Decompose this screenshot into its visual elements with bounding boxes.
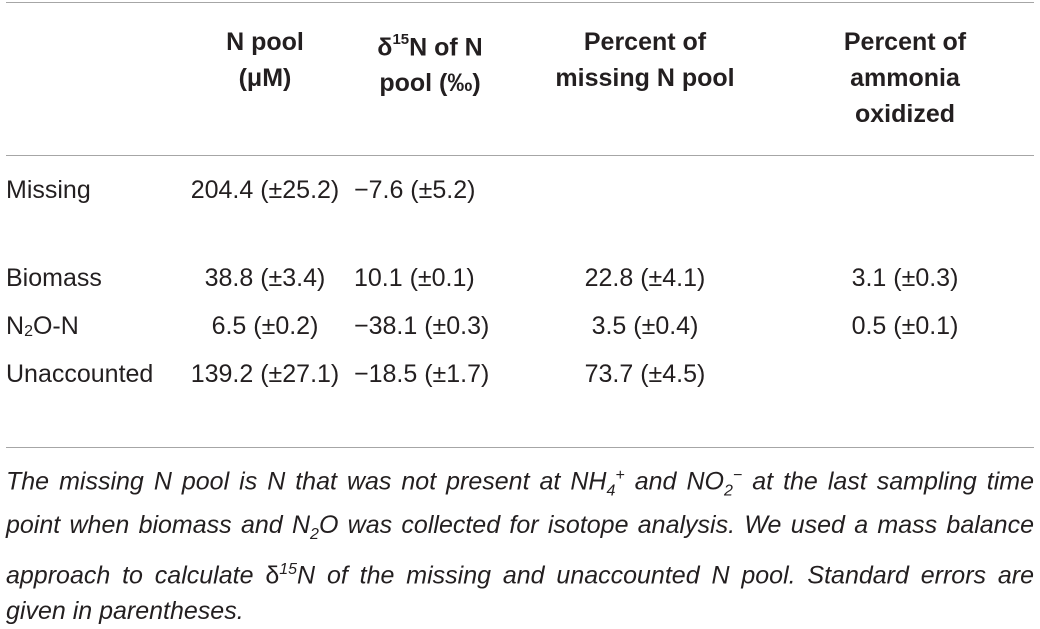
header-delta-sup: 15 [392,31,410,48]
header-n-pool-line1: N pool [226,28,304,56]
cell-unaccounted-n-pool: 139.2 (±27.1) [190,360,340,388]
cell-missing-n-pool: 204.4 (±25.2) [190,176,340,204]
header-percent-missing: Percent of missing N pool [520,24,770,96]
header-delta-line2: pool (‰) [379,69,481,98]
footnote-text-1: The missing N pool is N that was not pre… [6,467,607,496]
footnote-sub-2: 2 [723,482,733,500]
footnote-text-4: O was collected for isotope analysis. We… [6,511,1034,590]
footnote-sup-2: − [732,467,743,484]
header-pct-ammonia-line3: oxidized [854,100,955,128]
cell-n2o-delta: −38.1 (±0.3) [354,312,490,340]
cell-biomass-n-pool: 38.8 (±3.4) [204,264,326,292]
cell-n2o-pct-missing: 3.5 (±0.4) [591,312,699,340]
row-label-n2o-n-post: O-N [32,312,79,340]
row-label-biomass: Biomass [6,264,102,292]
cell-n2o-pct-ammonia: 0.5 (±0.1) [851,312,959,340]
delta-symbol: δ [377,33,393,62]
footnote-sup-3: 15 [279,561,298,579]
cell-missing-delta: −7.6 (±5.2) [354,176,476,204]
footnote-sub-3: 2 [310,526,319,544]
footnote-text-2: and NO [624,467,724,496]
cell-unaccounted-pct-missing: 73.7 (±4.5) [584,360,706,388]
header-pct-missing-line1: Percent of [583,28,707,56]
cell-n2o-n-pool: 6.5 (±0.2) [211,312,319,340]
cell-biomass-pct-ammonia: 3.1 (±0.3) [851,264,959,292]
header-rule [6,155,1034,156]
header-n-pool-line2: (μM) [238,64,292,92]
table-footnote: The missing N pool is N that was not pre… [6,458,1034,629]
cell-unaccounted-delta: −18.5 (±1.7) [354,360,490,388]
row-label-missing: Missing [6,176,91,204]
row-label-n2o-n-pre: N [6,312,25,340]
footnote-sup-1: + [615,467,625,484]
header-pct-missing-line2: missing N pool [555,64,735,92]
footnote-sub-1: 4 [606,482,616,500]
header-percent-ammonia: Percent of ammonia oxidized [780,24,1030,132]
header-delta-line1: δ15N of N [345,24,515,65]
row-label-n2o-n-sub: 2 [24,323,33,340]
cell-biomass-pct-missing: 22.8 (±4.1) [584,264,706,292]
table-top-rule [6,2,1034,3]
header-delta-text: N of N [409,33,483,62]
footnote-text-3: at the last sampling time point when bio… [6,467,1034,540]
header-pct-ammonia-line1: Percent of [843,28,967,56]
header-delta-15n: δ15N of N pool (‰) [345,24,515,101]
row-label-n2o-n: N2O-N [6,308,79,348]
table-bottom-rule [6,447,1034,448]
footnote-delta-symbol: δ [265,561,280,590]
header-n-pool: N pool (μM) [185,24,345,96]
header-pct-ammonia-line2: ammonia [850,64,960,92]
cell-biomass-delta: 10.1 (±0.1) [354,264,475,292]
row-label-unaccounted: Unaccounted [6,360,154,388]
